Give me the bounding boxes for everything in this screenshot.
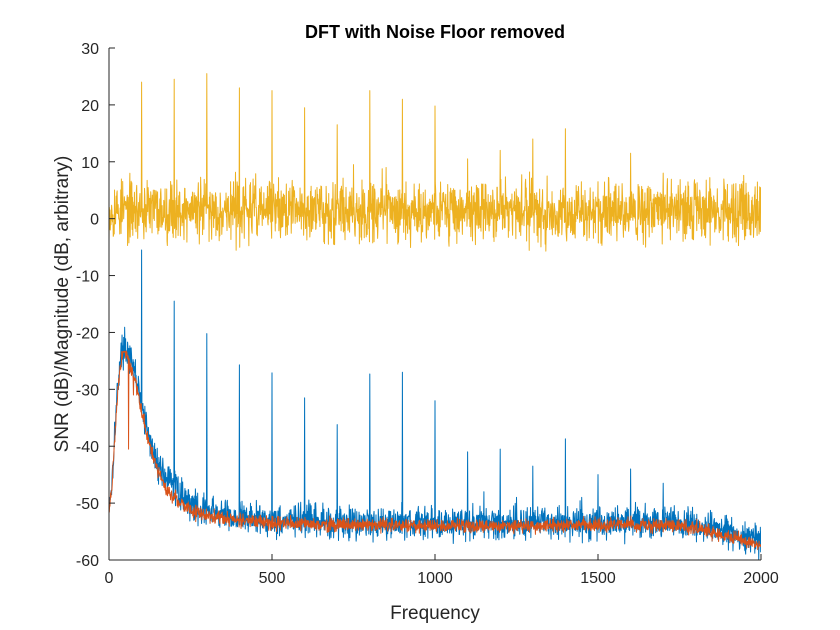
y-tick-label: -30 bbox=[76, 382, 99, 399]
x-tick-label: 500 bbox=[259, 570, 286, 587]
y-tick-label: 20 bbox=[81, 98, 99, 115]
x-tick-label: 0 bbox=[105, 570, 114, 587]
y-tick-label: 10 bbox=[81, 155, 99, 172]
y-axis-label: SNR (dB)/Magnitude (dB, arbitrary) bbox=[52, 156, 73, 453]
x-tick-label: 1500 bbox=[580, 570, 616, 587]
series-line-3 bbox=[109, 73, 761, 252]
x-axis-label: Frequency bbox=[390, 603, 480, 624]
y-tick-label: 0 bbox=[90, 212, 99, 229]
x-tick-label: 1000 bbox=[417, 570, 453, 587]
axes: 0 500 1000 1500 2000 -60 -50 -40 -30 -20 -10 0 10 20 3… bbox=[76, 41, 779, 587]
x-tick-label: 2000 bbox=[743, 570, 779, 587]
y-tick-label: -50 bbox=[76, 496, 99, 513]
y-tick-label: 30 bbox=[81, 41, 99, 58]
y-tick-label: -10 bbox=[76, 269, 99, 286]
series-layer bbox=[109, 73, 761, 560]
y-tick-label: -20 bbox=[76, 325, 99, 342]
y-tick-label: -40 bbox=[76, 439, 99, 456]
series-line-2 bbox=[109, 350, 761, 551]
plot-area bbox=[109, 73, 761, 560]
y-tick-label: -60 bbox=[76, 553, 99, 570]
chart-title: DFT with Noise Floor removed bbox=[305, 22, 565, 42]
